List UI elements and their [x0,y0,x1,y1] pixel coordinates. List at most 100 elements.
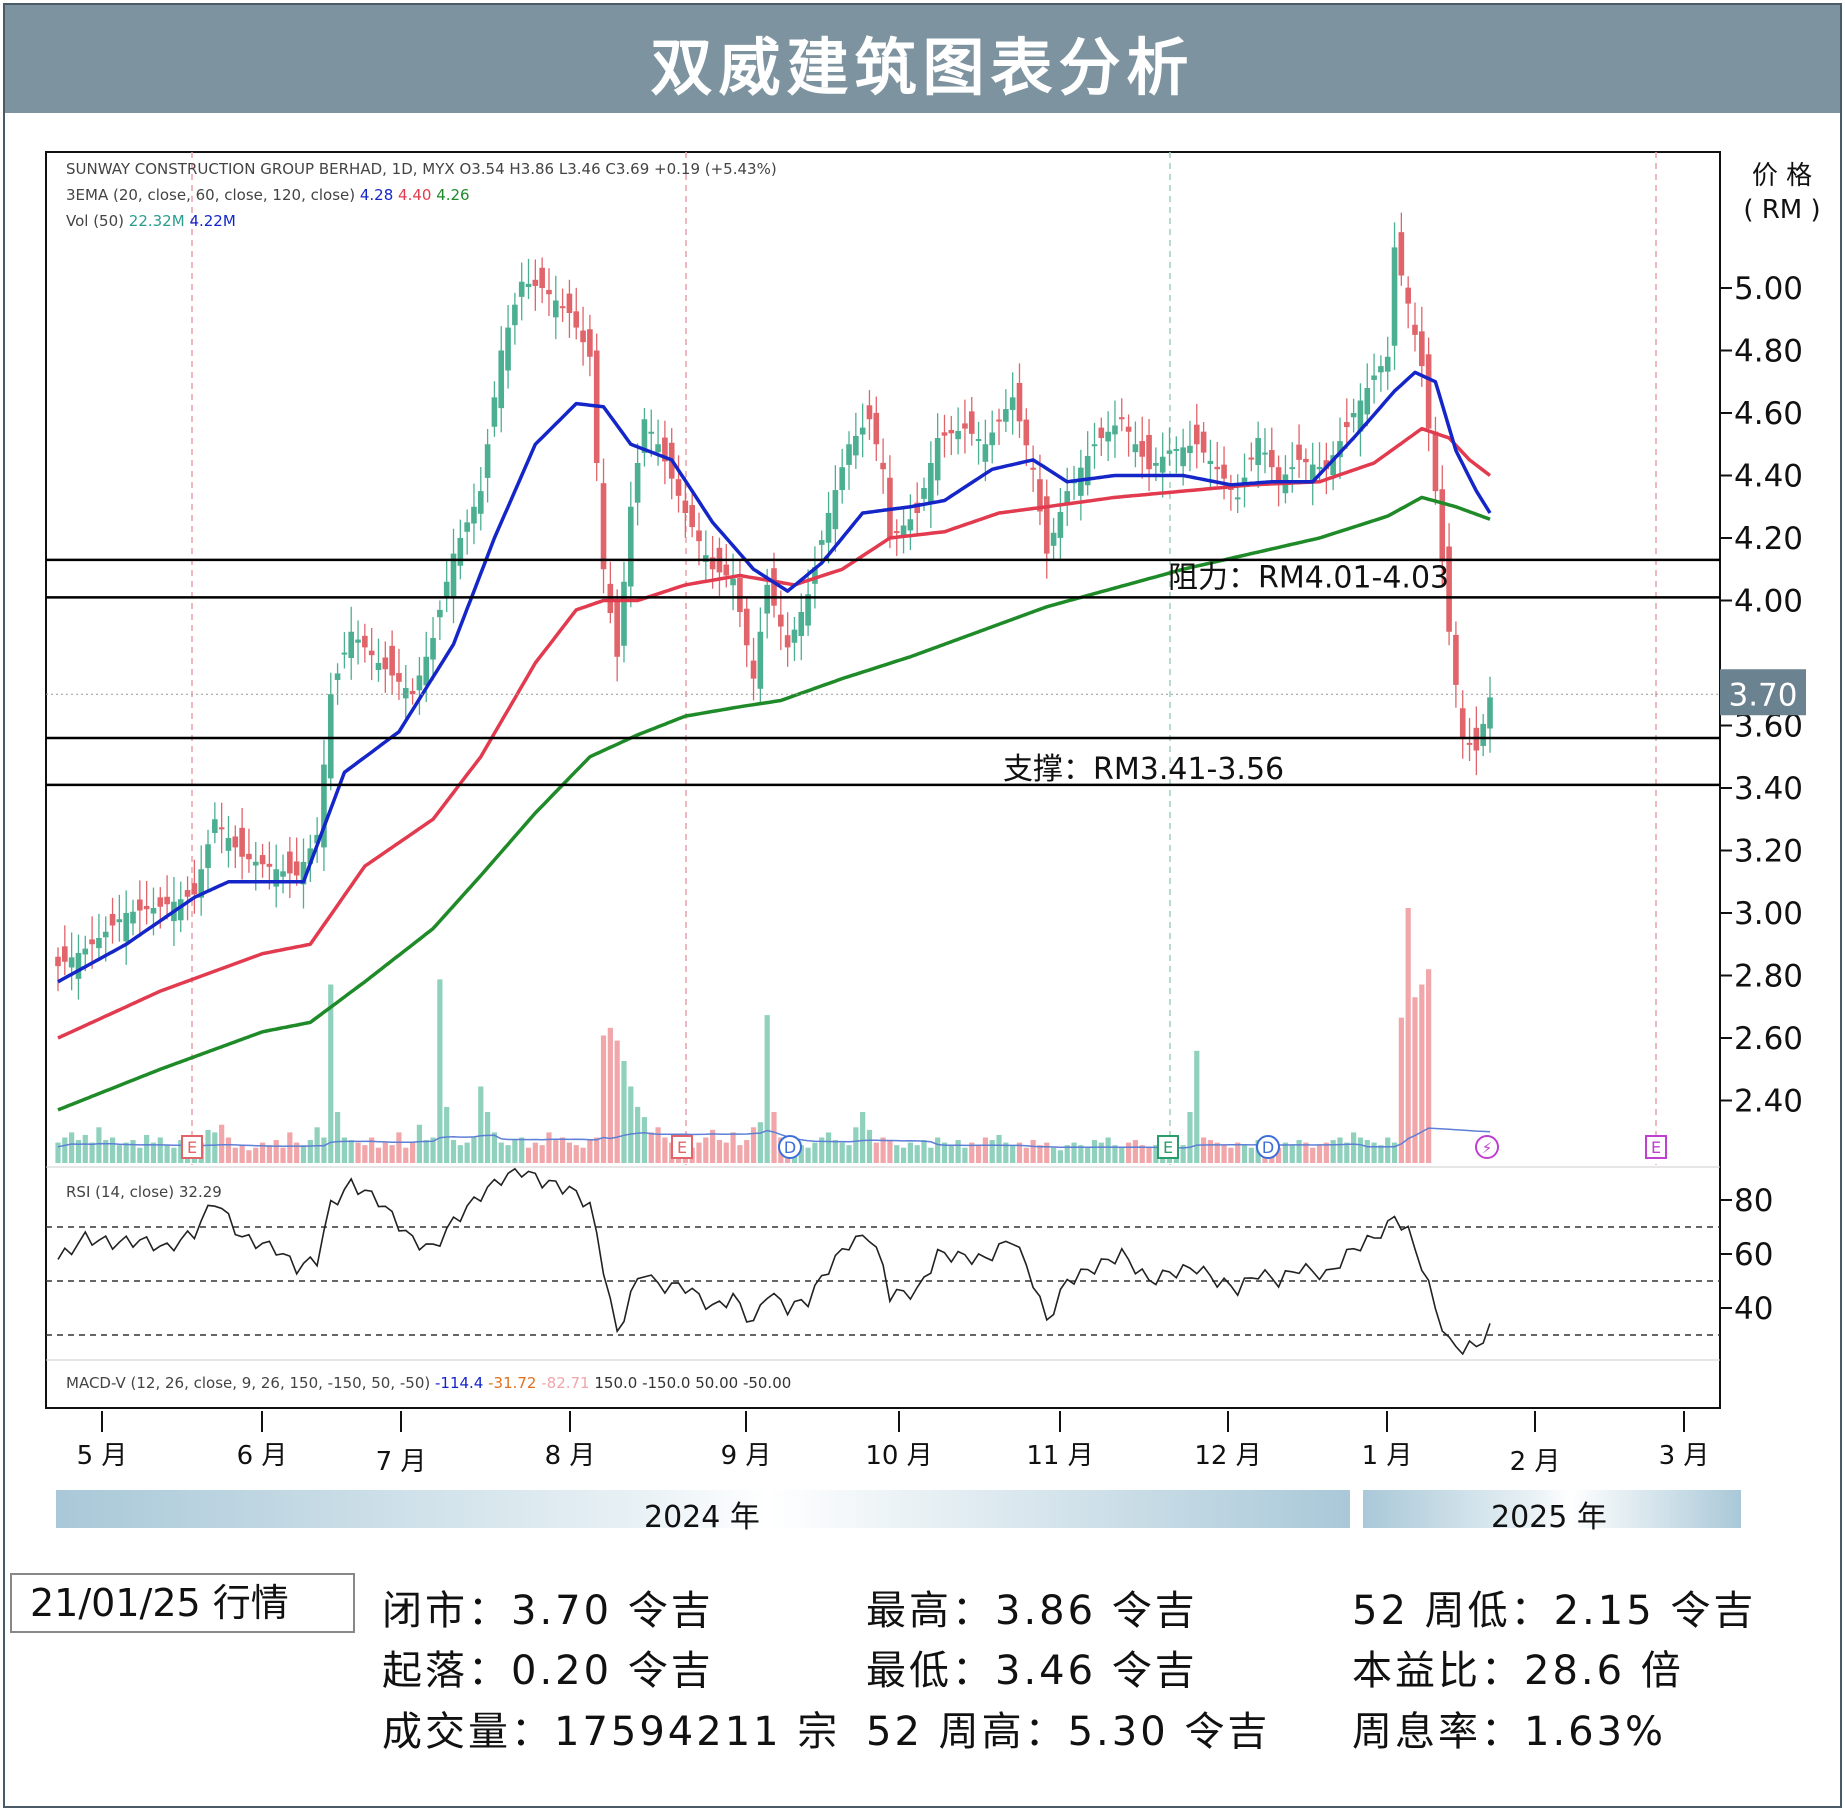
candle-body [212,819,218,833]
candle-body [812,567,818,584]
volume-bar [396,1132,402,1163]
candle-body [968,411,975,434]
candle-body [89,939,95,945]
volume-bar [737,1145,743,1163]
candle-body [846,444,852,465]
candle-body [682,500,689,513]
candle-body [341,652,348,655]
candle-body [1241,477,1248,483]
volume-bar [348,1140,354,1163]
volume-bar [1187,1112,1193,1163]
year-label-2024: 2024 年 [644,1500,760,1535]
candle-body [518,281,525,297]
volume-bar [1119,1147,1125,1163]
volume-bar [512,1140,518,1163]
volume-bar [1412,997,1418,1163]
price-tick-label: 4.20 [1734,521,1803,557]
volume-bar [594,1137,600,1163]
candle-body [1193,424,1200,445]
candle-body [348,631,355,659]
candle-body [457,538,464,566]
candle-body [1289,467,1296,470]
volume-bar [996,1134,1002,1163]
candle-body [307,848,314,864]
candle-body [662,437,668,462]
candle-body [1330,455,1336,476]
volume-bar [212,1132,218,1163]
candle-body [55,956,61,967]
candle-body [1023,419,1030,446]
candle-body [1453,634,1459,685]
candle-body [996,419,1002,422]
candle-body [525,283,532,288]
volume-bar [416,1124,423,1163]
candle-body [791,629,798,643]
candle-body [559,306,566,309]
candle-body [382,657,389,670]
volume-bar [1248,1147,1254,1163]
candle-body [634,463,641,503]
candle-body [102,931,109,938]
month-label: 12 月 [1194,1441,1261,1471]
candle-body [989,432,996,446]
volume-bar [1153,1145,1159,1163]
volume-bar [96,1127,102,1163]
volume-bar [1296,1140,1302,1163]
candle-body [859,427,866,435]
candle-body [757,631,764,689]
volume-bar [641,1117,648,1163]
volume-bar [703,1137,709,1163]
candle-body [1098,427,1105,438]
candle-body [737,577,743,612]
candle-body [1037,479,1043,512]
candle-body [1480,723,1486,747]
candle-body [1262,452,1268,455]
volume-bar [1398,1017,1404,1163]
volume-bar [1214,1142,1220,1163]
candle-body [703,555,709,562]
volume-bar [1010,1145,1016,1163]
candle-body [893,531,900,534]
volume-bar [164,1145,170,1163]
candle-body [900,525,907,536]
volume-bar [1276,1147,1282,1163]
volume-bar [1303,1142,1309,1163]
candle-body [655,444,661,453]
candle-body [1009,397,1016,410]
volume-bar [1085,1147,1091,1163]
candle-body [982,444,989,462]
volume-bar [82,1134,88,1163]
candle-body [532,279,539,286]
candle-body [130,911,136,924]
volume-bar [1371,1142,1377,1163]
earnings-marker [671,1135,693,1159]
volume-bar [928,1147,934,1163]
volume-bar [116,1145,122,1163]
volume-bar [1316,1145,1323,1163]
volume-bar [1207,1140,1214,1163]
candle-body [764,584,770,614]
candle-body [143,905,150,910]
price-tick-label: 3.40 [1734,771,1803,807]
volume-bar [860,1112,866,1163]
candle-body [880,462,886,470]
volume-bar [628,1086,634,1163]
candle-body [396,673,402,682]
stat-pe: 本益比：28.6 倍 [1352,1648,1684,1694]
volume-bar [839,1142,845,1163]
candle-body [784,635,791,648]
candle-body [198,869,204,898]
candle-body [1030,467,1036,470]
resistance-label: 阻力：RM4.01-4.03 [1168,560,1449,595]
candle-body [450,553,457,599]
candle-body [1016,382,1023,422]
volume-bar [280,1147,286,1163]
candle-body [1432,431,1439,492]
volume-bar [880,1137,886,1163]
earnings-marker [1645,1135,1667,1159]
candle-body [512,304,518,326]
volume-bar [437,979,443,1163]
volume-bar [1132,1140,1139,1163]
volume-bar [866,1129,873,1163]
candle-body [750,660,757,679]
